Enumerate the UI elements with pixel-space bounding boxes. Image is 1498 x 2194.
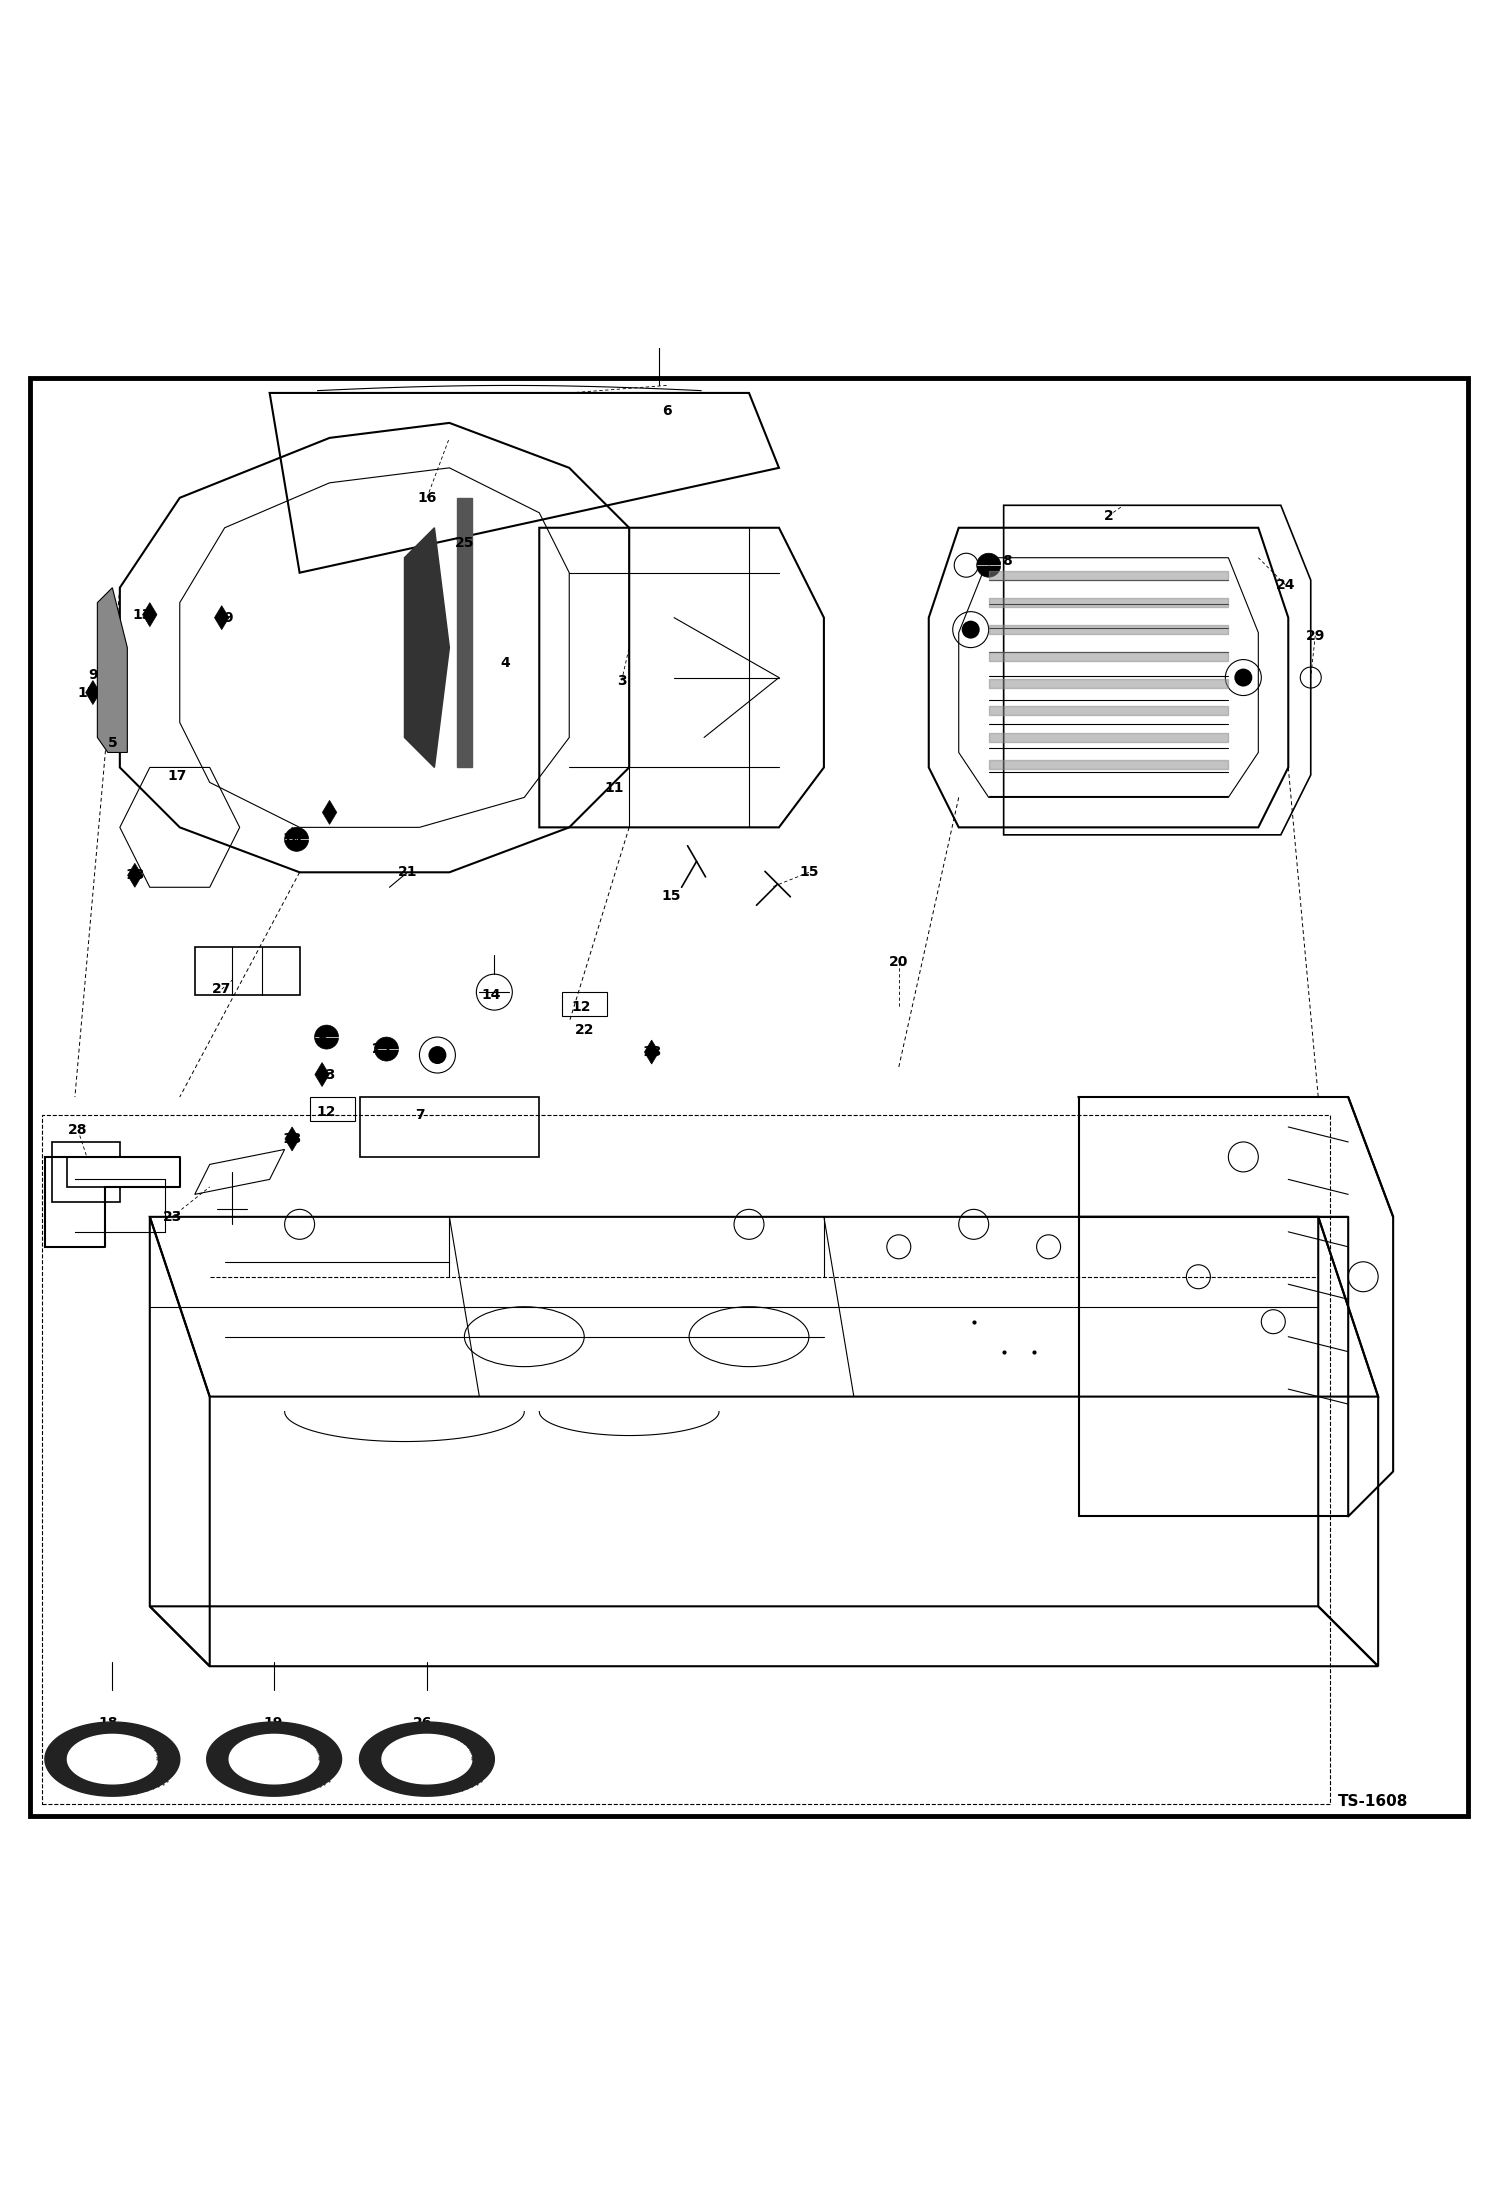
Text: 1: 1: [966, 625, 975, 641]
Text: 1: 1: [1239, 674, 1248, 687]
Polygon shape: [322, 801, 337, 825]
Text: 13: 13: [126, 869, 144, 882]
Text: 23: 23: [163, 1209, 181, 1224]
Text: 12: 12: [571, 1000, 592, 1014]
Circle shape: [1234, 669, 1252, 687]
Text: 13: 13: [78, 685, 96, 700]
Text: 27: 27: [213, 983, 231, 996]
Bar: [42, 1115, 1330, 1803]
Circle shape: [962, 621, 980, 638]
Text: 12: 12: [316, 1106, 337, 1119]
Polygon shape: [457, 498, 472, 768]
Text: 18: 18: [97, 1716, 118, 1731]
Polygon shape: [382, 1735, 472, 1784]
Text: 29: 29: [1306, 630, 1324, 643]
Text: 13: 13: [318, 1068, 336, 1082]
Polygon shape: [285, 1128, 300, 1152]
Polygon shape: [229, 1735, 319, 1784]
Text: 16: 16: [418, 491, 436, 505]
Text: 29: 29: [373, 1042, 391, 1055]
Text: 9: 9: [88, 667, 97, 682]
Polygon shape: [360, 1722, 494, 1797]
Text: 4: 4: [500, 656, 509, 669]
Bar: [310, 1097, 355, 1121]
Text: 1: 1: [430, 1049, 439, 1062]
Text: 10: 10: [283, 832, 301, 847]
Circle shape: [428, 1047, 446, 1064]
Polygon shape: [315, 1062, 330, 1086]
Text: 21: 21: [397, 864, 418, 880]
Circle shape: [374, 1038, 398, 1062]
Polygon shape: [644, 1040, 659, 1064]
Text: 11: 11: [604, 781, 625, 796]
Text: 25: 25: [454, 535, 475, 551]
Polygon shape: [97, 669, 112, 693]
Text: 6: 6: [662, 404, 671, 417]
Text: 3: 3: [617, 674, 626, 687]
Circle shape: [285, 827, 309, 851]
Polygon shape: [45, 1722, 180, 1797]
Text: 13: 13: [283, 1132, 301, 1145]
Text: TS-1608: TS-1608: [1338, 1792, 1408, 1808]
Text: 17: 17: [168, 770, 186, 783]
Polygon shape: [67, 1735, 157, 1784]
Polygon shape: [207, 1722, 342, 1797]
Text: 28: 28: [67, 1123, 88, 1136]
Polygon shape: [127, 862, 142, 886]
Text: 22: 22: [574, 1022, 595, 1036]
Text: 15: 15: [661, 889, 682, 904]
Circle shape: [977, 553, 1001, 577]
Text: 19: 19: [264, 1716, 282, 1731]
Text: 9: 9: [223, 610, 232, 625]
Bar: [562, 992, 607, 1016]
Text: 2: 2: [1104, 509, 1113, 522]
Text: 26: 26: [413, 1716, 431, 1731]
Text: 15: 15: [798, 864, 819, 880]
Polygon shape: [97, 588, 127, 753]
Bar: [195, 948, 300, 996]
Text: 14: 14: [481, 987, 502, 1003]
Text: 8: 8: [1002, 553, 1011, 568]
Circle shape: [315, 1025, 339, 1049]
Polygon shape: [85, 680, 100, 704]
Text: 20: 20: [890, 954, 908, 970]
Polygon shape: [214, 606, 229, 630]
Text: 5: 5: [108, 737, 117, 750]
Text: 24: 24: [1275, 577, 1296, 592]
Text: 8: 8: [318, 1033, 327, 1047]
Text: 7: 7: [415, 1108, 424, 1121]
Text: 13: 13: [643, 1044, 661, 1060]
Polygon shape: [404, 529, 449, 768]
Polygon shape: [142, 603, 157, 627]
Text: 13: 13: [133, 608, 151, 621]
